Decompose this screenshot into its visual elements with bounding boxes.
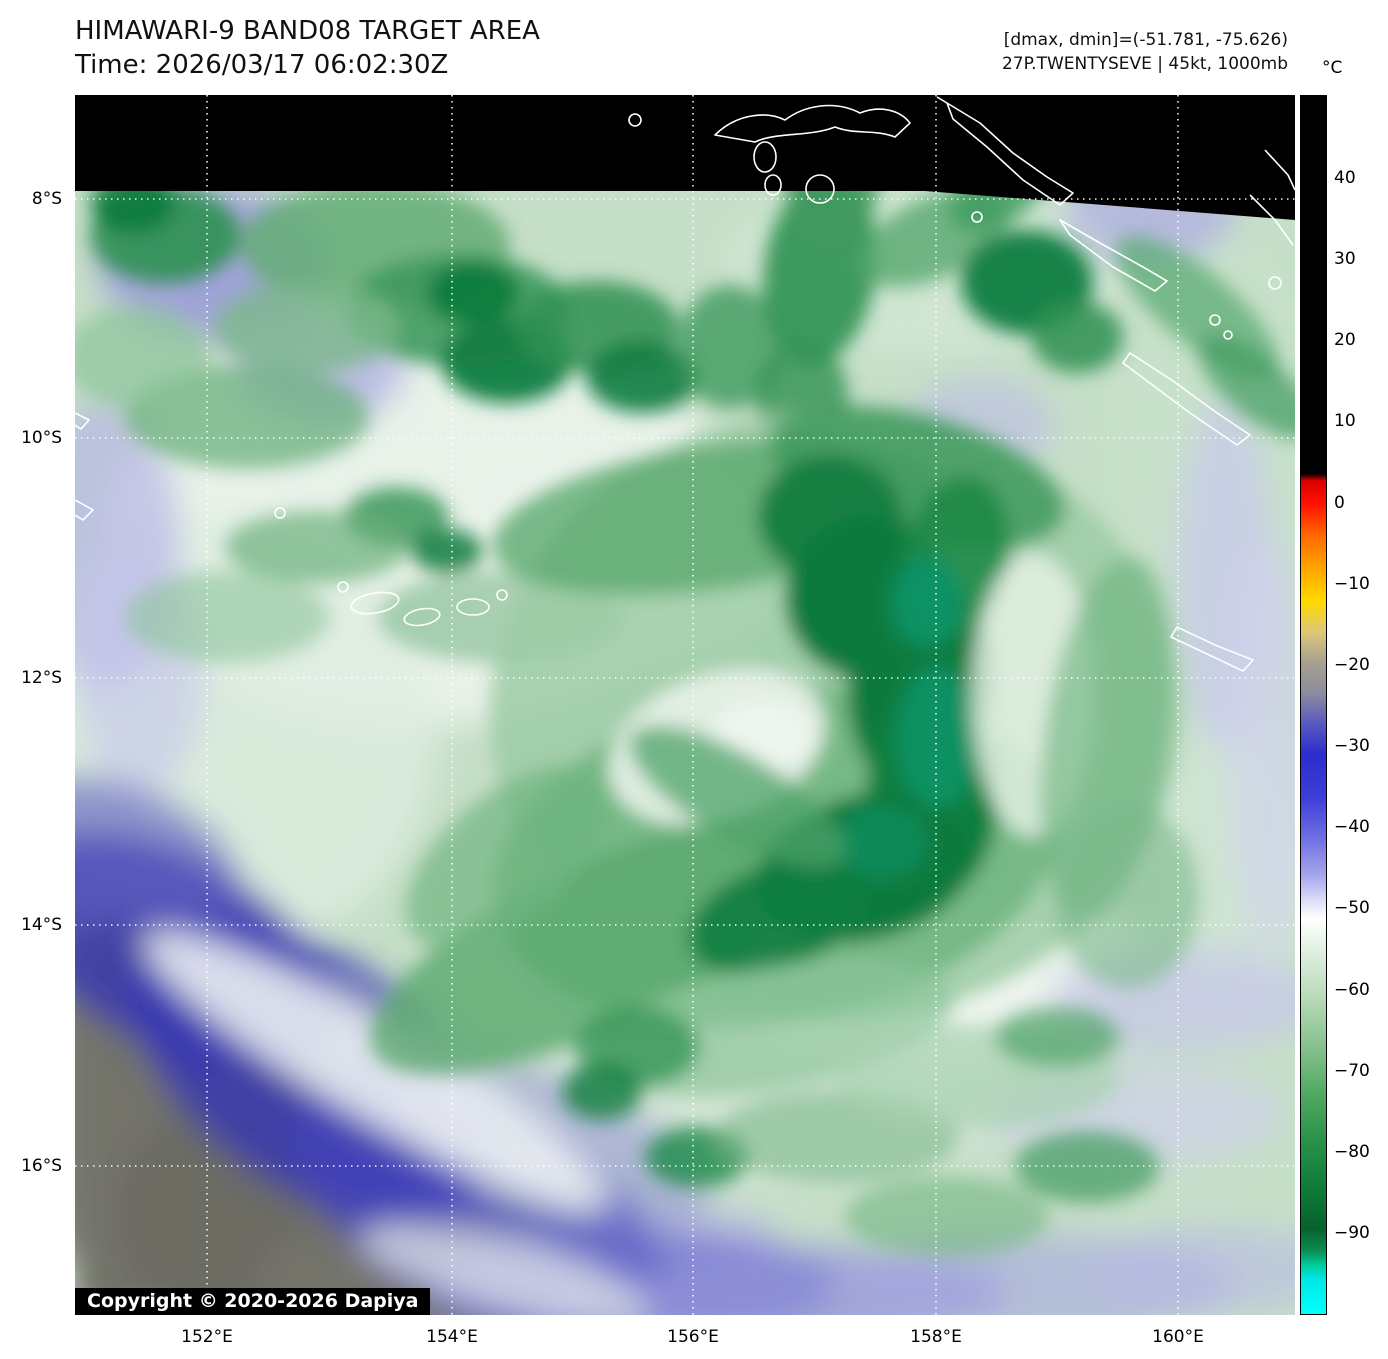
dmax-dmin-readout: [dmax, dmin]=(-51.781, -75.626): [1003, 30, 1288, 50]
lat-axis: 8°S 10°S 12°S 14°S 16°S: [0, 0, 68, 1359]
lon-tick-label: 156°E: [667, 1327, 719, 1347]
lon-tick-label: 160°E: [1152, 1327, 1204, 1347]
colorbar-unit-label: °C: [1322, 58, 1343, 78]
header-left: HIMAWARI-9 BAND08 TARGET AREA Time: 2026…: [75, 14, 540, 82]
colorbar: [1300, 95, 1327, 1315]
lon-tick-label: 154°E: [426, 1327, 478, 1347]
satellite-image: [75, 95, 1295, 1315]
lat-tick-label: 12°S: [21, 668, 62, 688]
colorbar-tick-label: −80: [1334, 1141, 1370, 1162]
copyright-label: Copyright © 2020-2026 Dapiya: [75, 1288, 431, 1315]
satellite-map-panel: Copyright © 2020-2026 Dapiya: [75, 95, 1295, 1315]
colorbar-tick-label: −20: [1334, 654, 1370, 675]
black-mask: [75, 95, 1295, 220]
colorbar-tick-label: 30: [1334, 249, 1356, 270]
lat-tick-label: 8°S: [31, 189, 62, 209]
colorbar-tick-label: −50: [1334, 898, 1370, 919]
colorbar-tick-label: −60: [1334, 979, 1370, 1000]
colorbar-tick-label: −30: [1334, 736, 1370, 757]
header-right: [dmax, dmin]=(-51.781, -75.626) 27P.TWEN…: [1002, 28, 1288, 76]
colorbar-tick-label: −90: [1334, 1222, 1370, 1243]
cloud-layer-convection: [75, 131, 1295, 1257]
colorbar-tick-label: 0: [1334, 492, 1345, 513]
lat-tick-label: 16°S: [21, 1156, 62, 1176]
lat-tick-label: 14°S: [21, 915, 62, 935]
colorbar-tick-label: −10: [1334, 573, 1370, 594]
coastlines: [75, 96, 1295, 672]
colorbar-tick-label: −70: [1334, 1060, 1370, 1081]
product-time: Time: 2026/03/17 06:02:30Z: [75, 50, 449, 80]
colorbar-tick-label: 20: [1334, 330, 1356, 351]
product-title: HIMAWARI-9 BAND08 TARGET AREA: [75, 16, 540, 46]
colorbar-tick-label: 40: [1334, 168, 1356, 188]
colorbar-tick-label: 10: [1334, 411, 1356, 432]
lat-tick-label: 10°S: [21, 428, 62, 448]
storm-info: 27P.TWENTYSEVE | 45kt, 1000mb: [1001, 54, 1288, 74]
colorbar-tick-label: −40: [1334, 817, 1370, 838]
lon-tick-label: 152°E: [181, 1327, 233, 1347]
lon-tick-label: 158°E: [910, 1327, 962, 1347]
